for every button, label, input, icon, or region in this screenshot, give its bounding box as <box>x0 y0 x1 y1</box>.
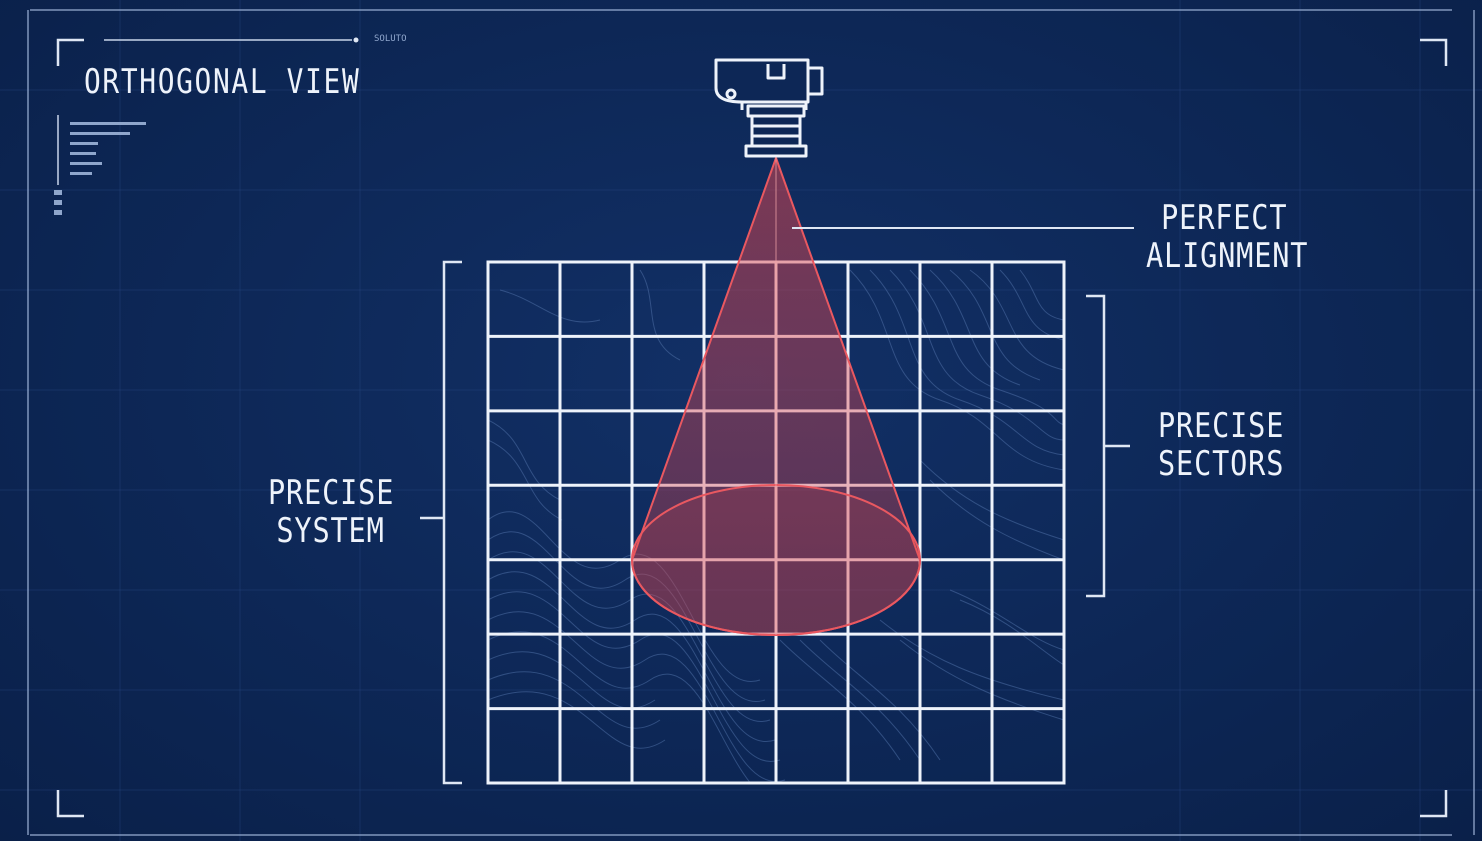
info-block <box>54 122 146 215</box>
header-rule-dot <box>353 37 359 43</box>
label-perfect-alignment: PERFECT ALIGNMENT <box>1146 199 1308 275</box>
label-precise-sectors-line1: PRECISE <box>1158 406 1285 446</box>
system-bracket <box>420 260 462 785</box>
corner-top-left <box>56 38 84 66</box>
light-cone <box>630 155 922 636</box>
label-precise-system: PRECISE SYSTEM <box>268 474 394 550</box>
label-perfect-alignment-line2: ALIGNMENT <box>1146 236 1309 276</box>
label-precise-sectors: PRECISE SECTORS <box>1158 407 1284 483</box>
label-perfect-alignment-line1: PERFECT <box>1161 198 1288 238</box>
corner-bottom-right <box>1420 790 1448 818</box>
corner-bottom-left <box>56 790 84 818</box>
label-precise-sectors-line2: SECTORS <box>1158 444 1285 484</box>
label-precise-system-line1: PRECISE <box>268 473 395 513</box>
camera-icon <box>714 58 824 158</box>
code-tag: SOLUTO <box>374 34 407 44</box>
corner-top-right <box>1420 38 1448 66</box>
label-precise-system-line2: SYSTEM <box>276 511 385 551</box>
page-title: ORTHOGONAL VIEW <box>84 62 361 102</box>
sectors-bracket <box>1086 294 1130 598</box>
